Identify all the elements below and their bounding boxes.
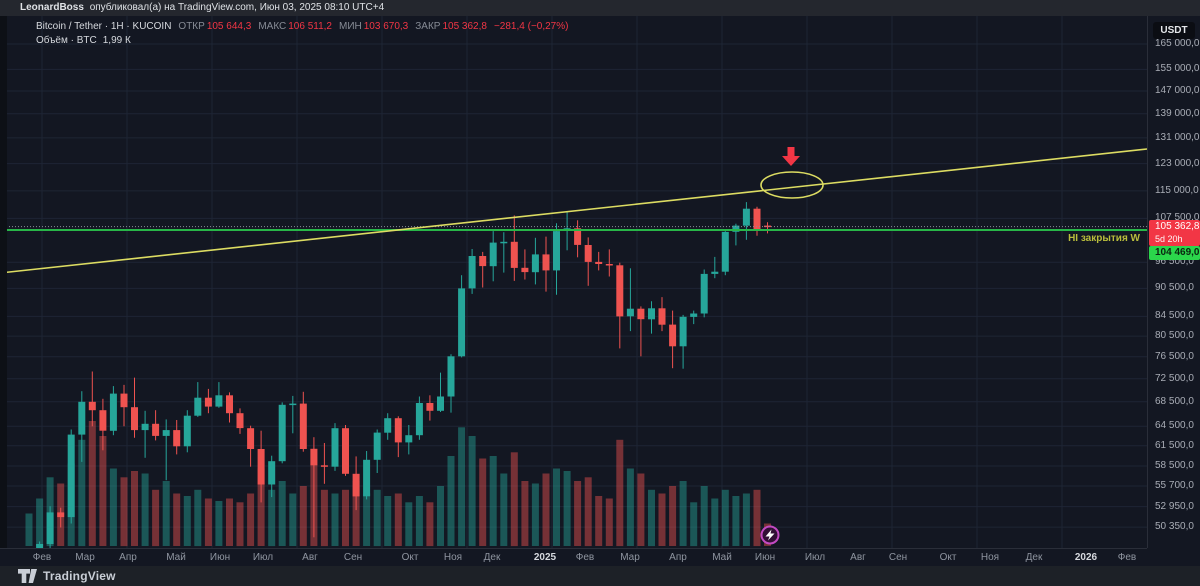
price-axis-label: 96 500,0	[1155, 256, 1194, 268]
currency-toggle-button[interactable]: USDT	[1153, 22, 1195, 39]
time-axis[interactable]: Фев Мар Апр Май Июн Июл Авг Сен Окт Ноя Дек 2025 Фев…	[0, 548, 1147, 566]
time-axis-year-label: 2025	[533, 552, 557, 563]
time-axis-label: Апр	[119, 552, 137, 563]
time-axis-label: Авг	[302, 552, 318, 563]
time-axis-label: Дек	[483, 552, 501, 563]
footer-bar: TradingView	[0, 566, 1200, 586]
price-axis-label: 155 000,0	[1155, 63, 1200, 75]
time-axis-label: Окт	[939, 552, 957, 563]
time-axis-label: Фев	[32, 552, 52, 563]
price-axis-label: 165 000,0	[1155, 38, 1200, 49]
time-axis-label: Сен	[343, 552, 363, 563]
price-axis-label: 61 500,0	[1155, 439, 1194, 451]
price-axis-label: 68 500,0	[1155, 395, 1194, 407]
price-axis-label: 131 000,0	[1155, 131, 1200, 143]
time-axis-label: Апр	[669, 552, 687, 563]
price-axis-label: 64 500,0	[1155, 420, 1194, 432]
price-axis-label: 72 500,0	[1155, 372, 1194, 384]
time-axis-label: Ноя	[980, 552, 1000, 563]
author-name: LeonardBoss	[20, 2, 84, 13]
time-axis-label: Июл	[804, 552, 826, 563]
open-value: 105 644,3	[206, 21, 252, 32]
symbol-title[interactable]: Bitcoin / Tether · 1H · KUCOIN	[36, 21, 172, 32]
open-label: ОТКР	[178, 21, 205, 32]
price-axis-label: 107 500,0	[1155, 212, 1200, 224]
candlestick-chart[interactable]	[0, 0, 1147, 548]
price-axis-label: 80 500,0	[1155, 330, 1194, 342]
time-axis-label: Авг	[850, 552, 866, 563]
price-axis-label: 115 000,0	[1155, 184, 1199, 196]
low-value: 103 670,3	[363, 21, 409, 32]
arrow-down-marker[interactable]	[782, 147, 800, 166]
axis-corner	[1147, 548, 1200, 566]
price-axis-label: 84 500,0	[1155, 310, 1194, 322]
time-axis-label: Ноя	[443, 552, 463, 563]
volume-label: Объём · BTC	[36, 35, 97, 46]
price-axis-label: 90 500,0	[1155, 282, 1194, 294]
time-axis-label: Май	[166, 552, 186, 563]
high-value: 106 511,2	[288, 21, 332, 32]
chart-pane[interactable]	[0, 0, 1147, 548]
price-axis-label: 55 700,0	[1155, 479, 1194, 491]
volume-legend[interactable]: Объём · BTC 1,99 К	[36, 35, 131, 46]
time-axis-label: Мар	[75, 552, 95, 563]
time-axis-label: Фев	[575, 552, 595, 563]
time-axis-label: Окт	[401, 552, 419, 563]
tradingview-wordmark[interactable]: TradingView	[43, 569, 116, 583]
left-gutter	[0, 16, 7, 548]
high-label: МАКС	[258, 21, 287, 32]
bar-countdown: 5d 20h	[1155, 234, 1183, 244]
price-axis-label: 50 350,0	[1155, 521, 1194, 533]
last-price-value: 105 362,8	[1155, 221, 1200, 232]
close-label: ЗАКР	[415, 21, 441, 32]
volume-bars[interactable]	[25, 421, 772, 547]
low-label: МИН	[339, 21, 362, 32]
time-axis-label: Дек	[1025, 552, 1043, 563]
volume-value: 1,99 К	[102, 35, 131, 46]
price-axis-label: 139 000,0	[1155, 107, 1200, 119]
candles[interactable]	[26, 202, 772, 548]
time-axis-year-label: 2026	[1074, 552, 1098, 563]
trend-line[interactable]	[0, 148, 1147, 274]
price-axis-label: 52 950,0	[1155, 500, 1194, 512]
tradingview-logo-icon[interactable]	[18, 569, 37, 583]
price-axis-label: 147 000,0	[1155, 85, 1200, 96]
time-axis-label: Июн	[209, 552, 231, 563]
last-price-badge[interactable]: 105 362,8 5d 20h	[1149, 220, 1200, 246]
grid	[0, 16, 1147, 548]
close-value: 105 362,8	[442, 21, 487, 32]
price-axis-label: 123 000,0	[1155, 157, 1200, 169]
time-axis-label: Июл	[252, 552, 274, 563]
publication-text: опубликовал(а) на TradingView.com, Июн 0…	[89, 2, 385, 13]
time-axis-label: Фев	[1117, 552, 1137, 563]
change-value: −281,4 (−0,27%)	[493, 21, 569, 32]
hline-label[interactable]: HI закрытия W	[1068, 233, 1140, 244]
symbol-legend[interactable]: Bitcoin / Tether · 1H · KUCOIN ОТКР 105 6…	[36, 21, 568, 32]
price-axis[interactable]: USDT 165 000,0 155 000,0 147 000,0 139 000,…	[1147, 16, 1200, 566]
time-axis-label: Мар	[620, 552, 640, 563]
time-axis-label: Май	[712, 552, 732, 563]
price-axis-label: 76 500,0	[1155, 350, 1194, 362]
price-axis-label: 58 500,0	[1155, 460, 1194, 472]
boost-bolt-icon[interactable]	[760, 525, 780, 545]
ellipse-drawing[interactable]	[760, 171, 824, 199]
time-axis-label: Сен	[888, 552, 908, 563]
time-axis-label: Июн	[754, 552, 776, 563]
hline-price-badge[interactable]: 104 469,0	[1149, 246, 1200, 260]
publication-bar: LeonardBoss опубликовал(а) на TradingVie…	[0, 0, 1200, 16]
